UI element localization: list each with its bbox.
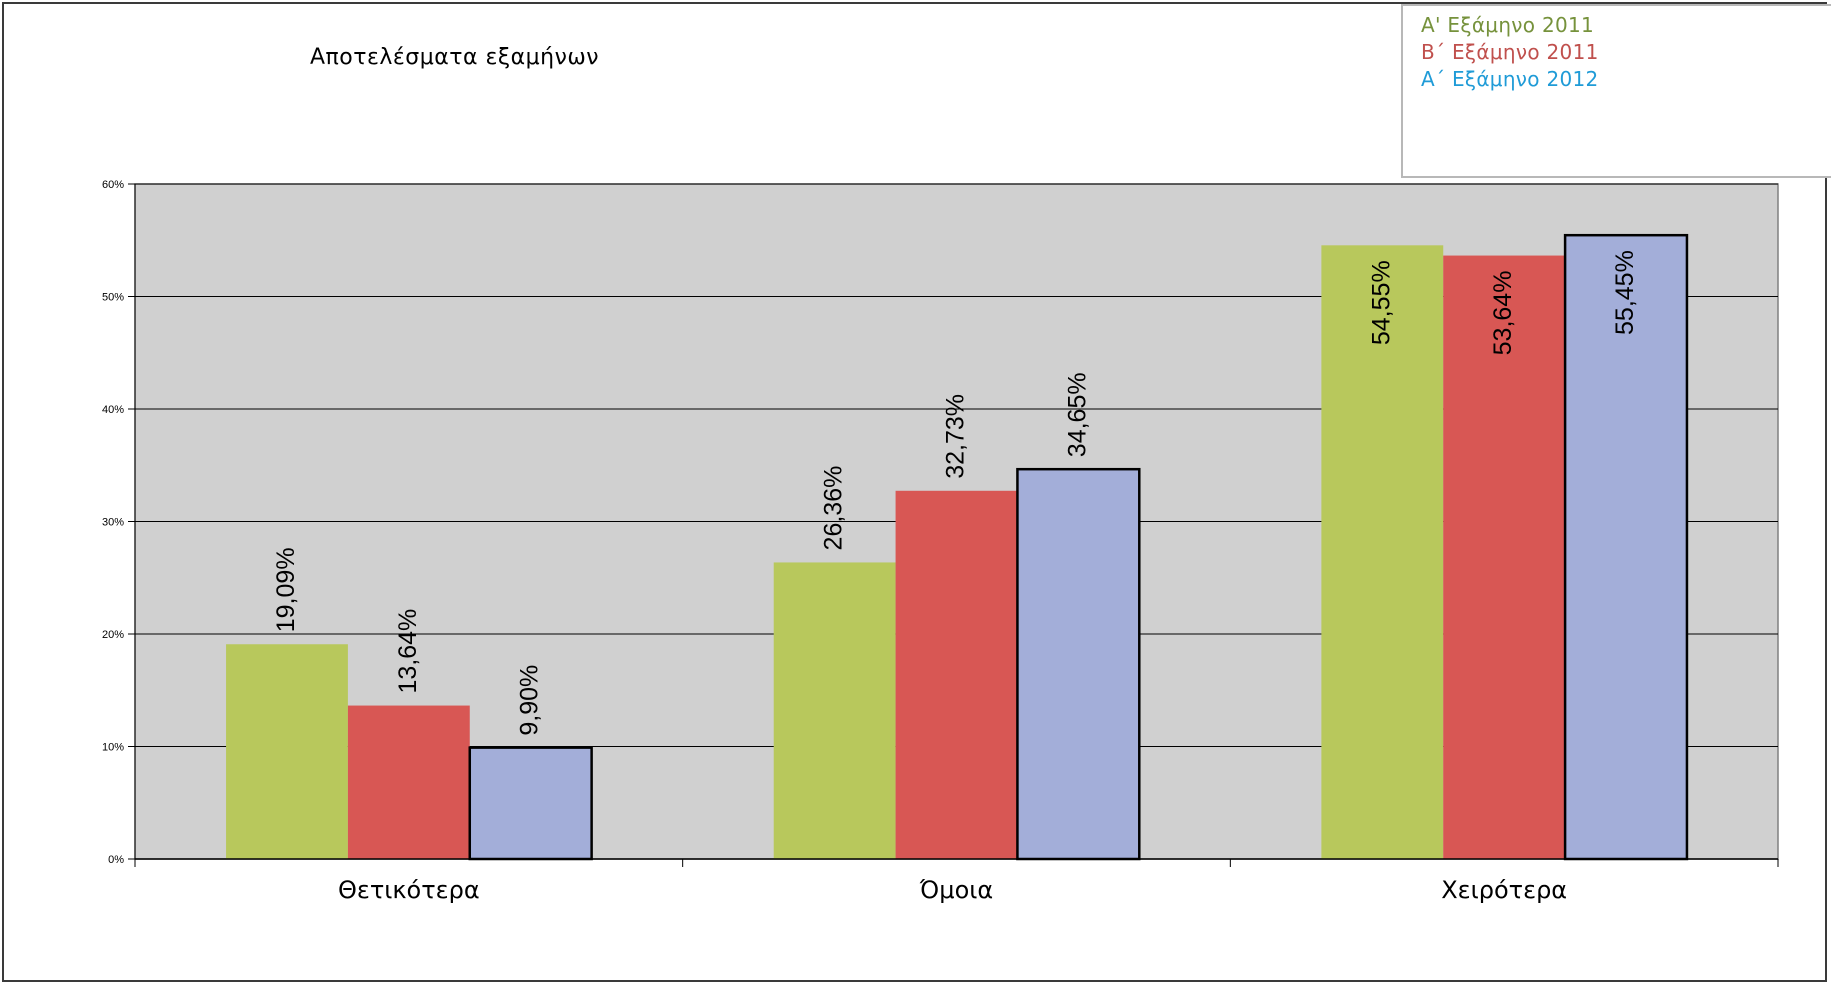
data-label: 19,09% bbox=[272, 547, 300, 632]
bar-series-2-3 bbox=[1443, 255, 1566, 860]
bar-series-1-3 bbox=[1321, 245, 1444, 859]
bar-chart: Αποτελέσματα εξαμήνων 0% 10% 20% 30% 40% 50% 60… bbox=[102, 45, 1779, 904]
data-label: 13,64% bbox=[394, 609, 422, 694]
data-label: 26,36% bbox=[820, 466, 848, 551]
x-tick-label: Όμοια bbox=[919, 876, 993, 904]
bar-series-1-2 bbox=[773, 562, 896, 859]
legend-item-series-3: Α΄ Εξάμηνο 2012 bbox=[1421, 67, 1599, 91]
legend-item-series-1: Α' Εξάμηνο 2011 bbox=[1421, 13, 1595, 37]
data-label: 54,55% bbox=[1367, 260, 1395, 345]
bar-series-2-2 bbox=[895, 490, 1018, 859]
bar-series-2-1 bbox=[347, 705, 470, 859]
bar-series-1-1 bbox=[226, 644, 348, 859]
y-tick-label: 60% bbox=[102, 179, 124, 191]
data-label: 9,90% bbox=[516, 665, 544, 736]
legend: Α' Εξάμηνο 2011 Β΄ Εξάμηνο 2011 Α΄ Εξάμη… bbox=[1401, 4, 1831, 178]
bar-series-3-1 bbox=[468, 746, 593, 861]
legend-item-series-2: Β΄ Εξάμηνο 2011 bbox=[1421, 40, 1599, 64]
x-tick-label: Χειρότερα bbox=[1441, 876, 1567, 904]
y-tick-label: 40% bbox=[102, 404, 124, 416]
data-label: 53,64% bbox=[1489, 271, 1517, 356]
x-tick-label: Θετικότερα bbox=[338, 876, 480, 904]
chart-title: Αποτελέσματα εξαμήνων bbox=[310, 45, 599, 70]
bar-series-3-2 bbox=[1016, 467, 1141, 861]
y-tick-label: 20% bbox=[102, 629, 124, 641]
y-tick-label: 0% bbox=[108, 854, 124, 866]
bar-series-3-3 bbox=[1563, 233, 1689, 861]
data-label: 55,45% bbox=[1611, 250, 1639, 335]
data-label: 34,65% bbox=[1063, 372, 1091, 457]
y-tick-label: 30% bbox=[102, 517, 124, 529]
y-tick-label: 10% bbox=[102, 742, 124, 754]
data-label: 32,73% bbox=[942, 394, 970, 479]
y-tick-label: 50% bbox=[102, 292, 124, 304]
